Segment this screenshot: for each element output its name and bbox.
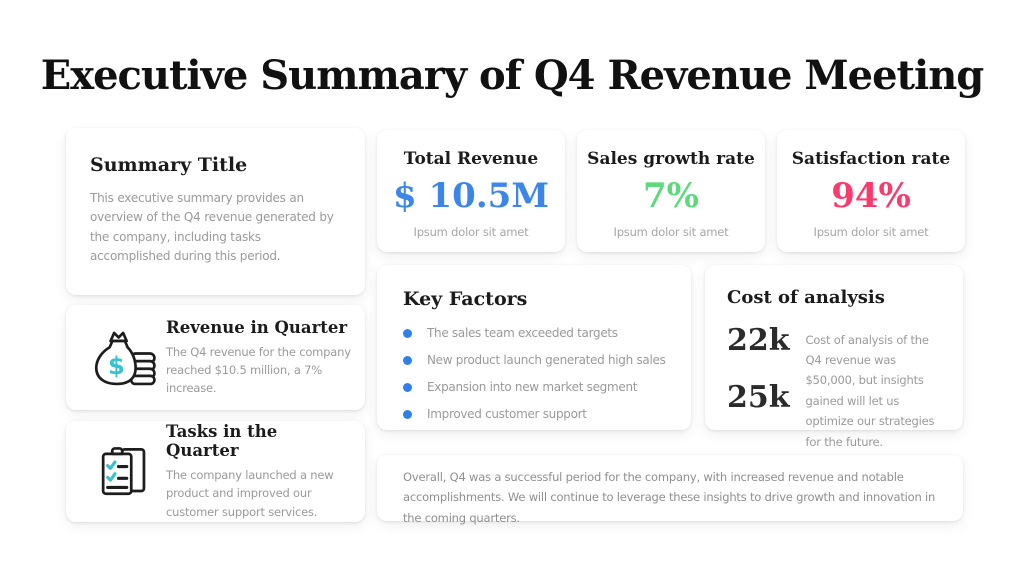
stat-label: Total Revenue — [403, 149, 539, 169]
bullet-dot-icon — [403, 382, 412, 392]
revenue-card-title: Revenue in Quarter — [166, 317, 348, 337]
stat-label: Sales growth rate — [587, 149, 755, 169]
revenue-card-body: The Q4 revenue for the company reached $… — [166, 344, 351, 396]
factor-text: Improved customer support — [427, 407, 587, 421]
stat-label: Satisfaction rate — [791, 149, 951, 169]
summary-card-title: Summary Title — [90, 154, 248, 176]
stat-card-sales-growth: Sales growth rate 7% Ipsum dolor sit ame… — [577, 130, 765, 252]
conclusion-bar: Overall, Q4 was a successful period for … — [377, 455, 963, 525]
stat-caption: Ipsum dolor sit amet — [813, 225, 929, 240]
page-title: Executive Summary of Q4 Revenue Meeting — [40, 52, 985, 99]
stat-caption: Ipsum dolor sit amet — [413, 225, 529, 240]
factor-text: New product launch generated high sales — [427, 353, 666, 367]
list-item: The sales team exceeded targets — [403, 326, 671, 340]
stat-caption: Ipsum dolor sit amet — [613, 225, 729, 240]
tasks-card-title: Tasks in the Quarter — [166, 422, 278, 461]
stat-value: $ 10.5M — [393, 176, 549, 216]
conclusion-text: Overall, Q4 was a successful period for … — [403, 470, 936, 525]
key-factors-title: Key Factors — [403, 288, 528, 310]
clipboard-checklist-icon — [82, 443, 166, 501]
tasks-card: Tasks in the Quarter The company launche… — [66, 421, 365, 522]
bullet-dot-icon — [403, 328, 412, 338]
factor-text: Expansion into new market segment — [427, 380, 638, 394]
summary-card: Summary Title This executive summary pro… — [66, 128, 365, 295]
stat-value: 94% — [831, 176, 911, 216]
cost-figure: 22k — [727, 323, 790, 358]
list-item: Expansion into new market segment — [403, 380, 671, 394]
stat-card-total-revenue: Total Revenue $ 10.5M Ipsum dolor sit am… — [377, 130, 565, 252]
list-item: Improved customer support — [403, 407, 671, 421]
cost-analysis-row: 22k 25k Cost of analysis of the Q4 reven… — [727, 318, 945, 464]
cost-analysis-card: Cost of analysis 22k 25k Cost of analysi… — [705, 265, 963, 449]
stat-value: 7% — [643, 176, 699, 216]
revenue-card-content: Revenue in Quarter The Q4 revenue for th… — [166, 318, 351, 397]
bullet-dot-icon — [403, 409, 412, 419]
list-item: New product launch generated high sales — [403, 353, 671, 367]
cost-figure: 25k — [727, 380, 790, 415]
cost-analysis-title: Cost of analysis — [727, 287, 885, 308]
money-bag-icon: $ — [82, 329, 166, 387]
key-factors-card: Key Factors The sales team exceeded targ… — [377, 265, 691, 430]
bullet-dot-icon — [403, 355, 412, 365]
stat-card-satisfaction: Satisfaction rate 94% Ipsum dolor sit am… — [777, 130, 965, 252]
revenue-card: $ Revenue in Quarter The Q4 revenue for … — [66, 305, 365, 410]
tasks-card-body: The company launched a new product and i… — [166, 468, 334, 519]
cost-analysis-body: Cost of analysis of the Q4 revenue was $… — [805, 332, 935, 449]
cost-figures: 22k 25k — [727, 318, 790, 464]
svg-text:$: $ — [108, 352, 125, 380]
summary-card-body: This executive summary provides an overv… — [90, 191, 334, 264]
factor-text: The sales team exceeded targets — [427, 326, 618, 340]
tasks-card-content: Tasks in the Quarter The company launche… — [166, 422, 351, 520]
